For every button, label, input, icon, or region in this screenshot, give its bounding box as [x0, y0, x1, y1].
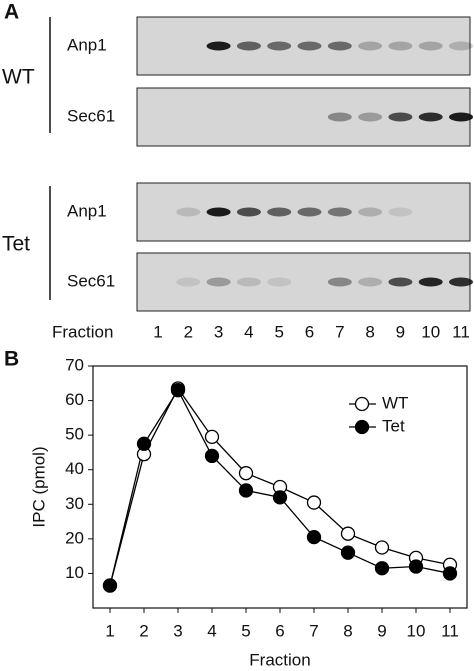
blot-label: Sec61: [67, 106, 115, 125]
marker: [374, 540, 390, 555]
band: [236, 207, 261, 217]
x-tick-label: 1: [105, 621, 114, 640]
marker: [442, 566, 458, 581]
band: [449, 112, 473, 122]
x-tick-label: 9: [377, 621, 386, 640]
fraction-number: 6: [305, 322, 314, 341]
band: [267, 207, 292, 217]
panel-label: B: [4, 348, 19, 371]
marker: [374, 561, 390, 576]
band: [267, 41, 292, 51]
marker: [340, 545, 356, 560]
fraction-number: 7: [335, 322, 344, 341]
band: [176, 207, 201, 217]
y-tick-label: 60: [65, 390, 84, 409]
fraction-number: 1: [153, 322, 162, 341]
y-tick-label: 70: [65, 355, 84, 374]
band: [358, 41, 383, 51]
blot: [136, 252, 471, 312]
marker: [204, 429, 220, 445]
band: [297, 207, 322, 217]
marker: [238, 483, 254, 498]
marker: [340, 526, 356, 541]
x-tick-label: 4: [207, 621, 216, 640]
x-tick-label: 10: [407, 621, 426, 640]
band: [206, 41, 231, 51]
marker: [238, 466, 254, 481]
band: [388, 207, 413, 217]
y-tick-label: 30: [65, 494, 84, 513]
group-label: Tet: [2, 233, 30, 256]
fraction-number: 4: [244, 322, 253, 341]
band: [206, 207, 231, 217]
marker: [102, 578, 118, 593]
x-tick-label: 2: [139, 621, 148, 640]
y-tick-label: 10: [65, 563, 84, 582]
band: [449, 277, 473, 287]
y-tick-label: 40: [65, 459, 84, 478]
band: [327, 112, 352, 122]
band: [236, 277, 261, 287]
fraction-number: 11: [452, 322, 470, 341]
band: [449, 41, 473, 51]
band: [418, 277, 443, 287]
band: [267, 277, 292, 287]
band: [418, 41, 443, 51]
legend-label: Tet: [382, 416, 405, 435]
blot-label: Sec61: [67, 271, 115, 290]
marker: [136, 436, 152, 451]
fraction-number: 8: [365, 322, 374, 341]
marker: [204, 448, 220, 464]
band: [206, 277, 231, 287]
legend-marker: [354, 419, 370, 435]
group-label: WT: [2, 66, 35, 89]
fraction-number: 9: [396, 322, 405, 341]
band: [388, 112, 413, 122]
y-tick-label: 50: [65, 425, 84, 444]
fraction-number: 5: [274, 322, 283, 341]
blot: [136, 87, 471, 147]
marker: [170, 383, 186, 398]
band: [358, 277, 383, 287]
x-tick-label: 8: [343, 621, 352, 640]
y-axis-label: IPC (pmol): [29, 446, 48, 527]
x-axis-label: Fraction: [249, 650, 310, 669]
legend-label: WT: [382, 393, 408, 412]
panel-label: A: [4, 1, 19, 24]
y-tick-label: 20: [65, 528, 84, 547]
fraction-number: 3: [214, 322, 223, 341]
x-tick-label: 3: [173, 621, 182, 640]
legend-marker: [354, 396, 370, 412]
fraction-label: Fraction: [52, 322, 113, 341]
band: [327, 277, 352, 287]
band: [358, 207, 383, 217]
fraction-number: 2: [184, 322, 193, 341]
band: [236, 41, 261, 51]
band: [358, 112, 383, 122]
band: [418, 112, 443, 122]
x-tick-label: 6: [275, 621, 284, 640]
marker: [408, 559, 424, 574]
marker: [306, 495, 322, 510]
marker: [272, 490, 288, 505]
fraction-number: 10: [421, 322, 440, 341]
band: [176, 277, 201, 287]
band: [388, 277, 413, 287]
band: [327, 207, 352, 217]
x-tick-label: 11: [441, 621, 459, 640]
blot-label: Anp1: [67, 201, 107, 220]
band: [297, 41, 322, 51]
band: [327, 41, 352, 51]
x-tick-label: 7: [309, 621, 318, 640]
blot-label: Anp1: [67, 35, 107, 54]
marker: [306, 529, 322, 545]
x-tick-label: 5: [241, 621, 250, 640]
band: [388, 41, 413, 51]
